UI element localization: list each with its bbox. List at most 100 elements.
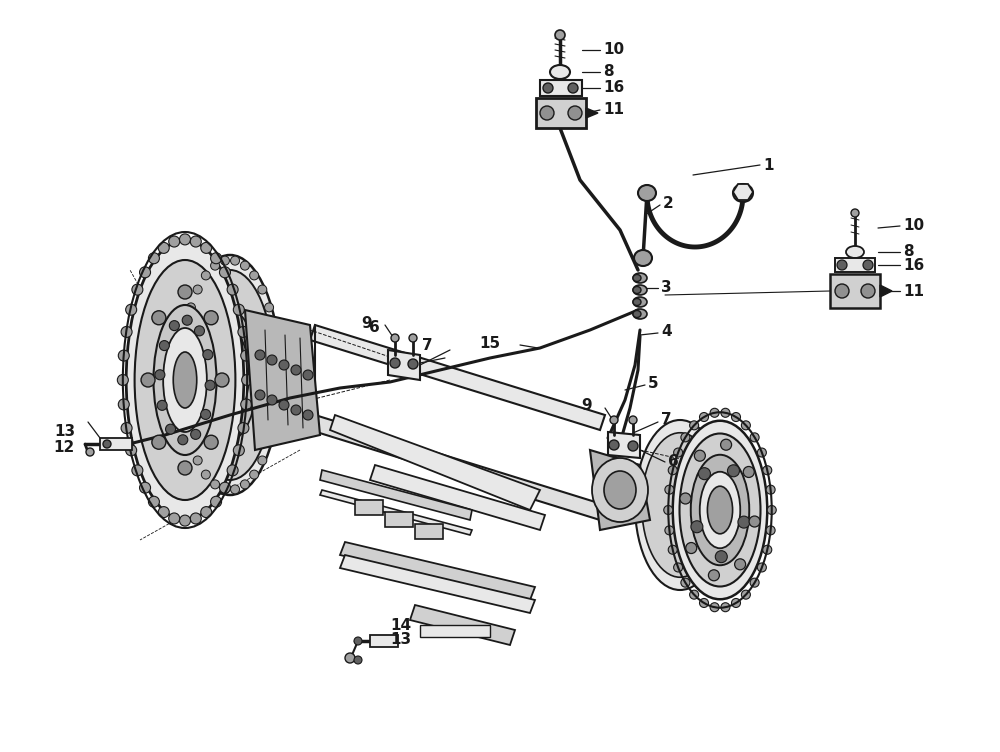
Circle shape <box>126 305 137 315</box>
Circle shape <box>238 423 249 434</box>
Circle shape <box>610 416 618 424</box>
Polygon shape <box>608 432 640 458</box>
Circle shape <box>242 374 253 386</box>
Ellipse shape <box>633 311 641 317</box>
Circle shape <box>863 260 873 270</box>
Circle shape <box>204 311 218 325</box>
Circle shape <box>193 285 202 294</box>
Circle shape <box>835 284 849 298</box>
Circle shape <box>750 578 759 587</box>
Circle shape <box>231 256 240 265</box>
Text: 5: 5 <box>648 377 659 392</box>
Circle shape <box>126 444 137 456</box>
Polygon shape <box>586 108 598 118</box>
Circle shape <box>274 371 283 380</box>
Text: 12: 12 <box>54 441 75 456</box>
Circle shape <box>220 256 229 265</box>
Circle shape <box>190 513 201 524</box>
Ellipse shape <box>550 65 570 79</box>
Circle shape <box>735 559 746 570</box>
Circle shape <box>117 374 128 386</box>
Ellipse shape <box>707 487 733 534</box>
Circle shape <box>265 303 274 312</box>
Circle shape <box>279 400 289 410</box>
Circle shape <box>681 578 690 587</box>
Circle shape <box>180 234 190 245</box>
Circle shape <box>211 253 222 264</box>
Circle shape <box>691 520 703 532</box>
Circle shape <box>140 482 151 493</box>
Circle shape <box>861 284 875 298</box>
Circle shape <box>727 465 739 477</box>
Polygon shape <box>830 274 880 308</box>
Circle shape <box>181 323 190 332</box>
Ellipse shape <box>135 260 235 500</box>
Text: 16: 16 <box>603 80 624 96</box>
Circle shape <box>680 493 691 504</box>
Circle shape <box>543 83 553 93</box>
Ellipse shape <box>733 184 753 202</box>
Polygon shape <box>388 350 420 380</box>
Circle shape <box>743 466 754 478</box>
Text: 13: 13 <box>390 632 411 647</box>
Polygon shape <box>245 310 320 450</box>
Polygon shape <box>370 465 545 530</box>
Polygon shape <box>320 490 472 535</box>
Ellipse shape <box>633 274 641 281</box>
Text: 15: 15 <box>479 336 500 351</box>
Circle shape <box>86 448 94 456</box>
Circle shape <box>267 395 277 405</box>
Circle shape <box>690 421 699 430</box>
Text: 10: 10 <box>903 219 924 234</box>
Circle shape <box>609 440 619 450</box>
Text: 7: 7 <box>422 338 433 353</box>
Circle shape <box>763 545 772 554</box>
Circle shape <box>674 563 683 572</box>
Circle shape <box>686 542 697 553</box>
Ellipse shape <box>633 297 647 307</box>
Circle shape <box>267 355 277 365</box>
Circle shape <box>408 359 418 369</box>
Ellipse shape <box>635 420 725 590</box>
Circle shape <box>568 106 582 120</box>
Circle shape <box>169 513 180 524</box>
Circle shape <box>132 465 143 476</box>
Circle shape <box>250 271 259 280</box>
Circle shape <box>241 350 252 361</box>
Circle shape <box>750 433 759 442</box>
Circle shape <box>132 284 143 295</box>
Circle shape <box>193 456 202 465</box>
Ellipse shape <box>691 455 749 566</box>
Polygon shape <box>320 470 472 520</box>
Circle shape <box>203 350 213 359</box>
Circle shape <box>205 381 215 390</box>
Text: 8: 8 <box>903 244 914 259</box>
Circle shape <box>158 242 169 253</box>
Circle shape <box>270 417 279 426</box>
Circle shape <box>291 405 301 415</box>
Polygon shape <box>540 80 582 96</box>
Circle shape <box>708 570 719 581</box>
Circle shape <box>166 424 176 434</box>
Circle shape <box>540 106 554 120</box>
Circle shape <box>231 485 240 494</box>
Circle shape <box>258 456 267 465</box>
Circle shape <box>148 496 159 508</box>
Circle shape <box>731 413 740 422</box>
Circle shape <box>182 315 192 325</box>
Text: 10: 10 <box>603 43 624 57</box>
Ellipse shape <box>154 305 216 455</box>
Ellipse shape <box>604 471 636 509</box>
Ellipse shape <box>173 352 197 408</box>
Text: 11: 11 <box>603 102 624 117</box>
Circle shape <box>201 242 212 253</box>
Polygon shape <box>340 555 535 613</box>
Circle shape <box>698 468 710 480</box>
Circle shape <box>233 444 244 456</box>
Circle shape <box>837 260 847 270</box>
Circle shape <box>665 485 674 494</box>
Circle shape <box>178 394 187 403</box>
Circle shape <box>190 236 201 247</box>
Bar <box>415 524 443 539</box>
Circle shape <box>255 390 265 400</box>
